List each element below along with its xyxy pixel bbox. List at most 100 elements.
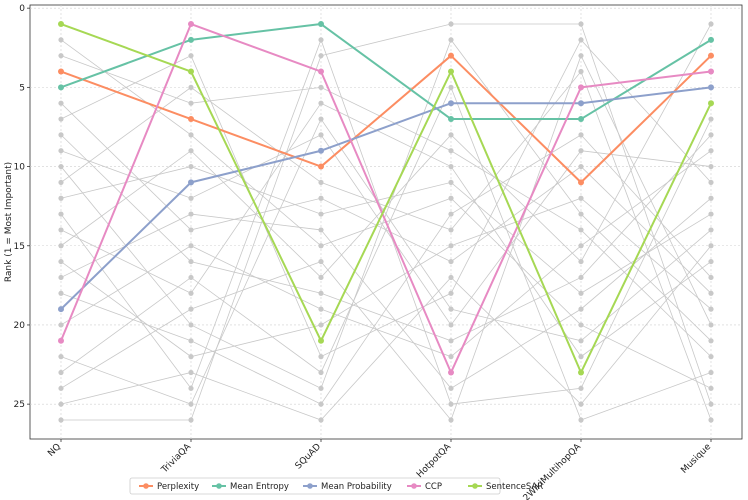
data-point-mean-probability bbox=[318, 147, 324, 154]
background-point bbox=[188, 258, 194, 265]
background-point bbox=[578, 68, 584, 75]
background-line bbox=[60, 197, 712, 358]
x-tick-label: TriviaQA bbox=[159, 441, 194, 476]
background-point bbox=[318, 132, 324, 138]
background-point bbox=[448, 84, 454, 90]
background-point bbox=[188, 274, 194, 281]
series-line-mean-entropy bbox=[60, 23, 712, 121]
background-point bbox=[318, 306, 324, 312]
background-point bbox=[578, 148, 584, 154]
background-point bbox=[708, 369, 714, 376]
background-point bbox=[318, 354, 324, 360]
background-point bbox=[448, 258, 454, 265]
background-point bbox=[188, 401, 194, 407]
background-point bbox=[318, 37, 324, 43]
data-point-ccp bbox=[448, 369, 454, 376]
background-point bbox=[188, 100, 194, 106]
background-point bbox=[188, 417, 194, 423]
background-line bbox=[60, 150, 712, 358]
background-point bbox=[578, 227, 584, 233]
data-point-ccp bbox=[708, 68, 714, 75]
data-point-mean-probability bbox=[188, 179, 194, 186]
background-point bbox=[708, 148, 714, 154]
background-point bbox=[708, 417, 714, 423]
background-point bbox=[448, 322, 454, 328]
background-point bbox=[318, 227, 324, 233]
background-point bbox=[578, 338, 584, 344]
y-tick-label: 0 bbox=[19, 4, 25, 14]
background-point bbox=[448, 385, 454, 391]
legend-label-mean-probability: Mean Probability bbox=[321, 482, 392, 492]
background-point bbox=[188, 211, 194, 217]
background-point bbox=[58, 290, 64, 296]
data-point-mean-probability bbox=[708, 84, 714, 91]
data-point-perplexity bbox=[448, 52, 454, 59]
series-line-perplexity bbox=[60, 54, 712, 184]
background-point bbox=[708, 322, 714, 328]
background-point bbox=[708, 290, 714, 296]
background-point bbox=[58, 401, 64, 407]
background-point bbox=[708, 354, 714, 360]
background-point bbox=[708, 243, 714, 249]
background-point bbox=[578, 274, 584, 281]
y-tick-label: 25 bbox=[14, 400, 25, 410]
x-tick-label: SQuAD bbox=[294, 442, 323, 471]
background-point bbox=[708, 258, 714, 265]
background-point bbox=[58, 417, 64, 423]
background-point bbox=[318, 179, 324, 186]
background-point bbox=[318, 211, 324, 217]
background-point bbox=[448, 132, 454, 138]
background-point bbox=[448, 37, 454, 43]
background-line bbox=[60, 55, 712, 357]
background-point bbox=[58, 195, 64, 201]
background-point bbox=[58, 100, 64, 106]
data-point-ccp bbox=[188, 21, 194, 28]
background-point bbox=[318, 369, 324, 376]
legend-label-mean-entropy: Mean Entropy bbox=[230, 482, 289, 492]
background-point bbox=[318, 274, 324, 281]
background-point bbox=[188, 306, 194, 312]
background-point bbox=[58, 274, 64, 281]
data-point-perplexity bbox=[58, 68, 64, 75]
background-point bbox=[58, 148, 64, 154]
background-point bbox=[318, 417, 324, 423]
background-point bbox=[318, 100, 324, 106]
data-point-mean-entropy bbox=[578, 116, 584, 123]
background-point bbox=[708, 401, 714, 407]
data-point-perplexity bbox=[188, 116, 194, 123]
data-point-mean-probability bbox=[578, 100, 584, 107]
y-tick-label: 10 bbox=[14, 163, 26, 173]
background-point bbox=[578, 322, 584, 328]
background-point bbox=[578, 132, 584, 138]
background-point bbox=[318, 195, 324, 201]
background-point bbox=[448, 195, 454, 201]
data-point-mean-entropy bbox=[318, 21, 324, 28]
data-point-mean-probability bbox=[448, 100, 454, 107]
background-point bbox=[188, 338, 194, 344]
background-point bbox=[318, 385, 324, 391]
series-line-ccp bbox=[60, 23, 712, 374]
background-point bbox=[188, 385, 194, 391]
background-point bbox=[578, 53, 584, 59]
legend-marker-sentencesar bbox=[472, 483, 478, 489]
background-point bbox=[578, 21, 584, 27]
background-point bbox=[58, 258, 64, 265]
background-point bbox=[58, 53, 64, 59]
background-point bbox=[58, 227, 64, 233]
background-point bbox=[578, 401, 584, 407]
series-line-mean-probability bbox=[60, 86, 712, 310]
background-line bbox=[60, 102, 712, 358]
background-line bbox=[60, 118, 712, 405]
background-point bbox=[708, 195, 714, 201]
background-point bbox=[708, 385, 714, 391]
background-point bbox=[188, 227, 194, 233]
background-point bbox=[448, 338, 454, 344]
background-point bbox=[58, 179, 64, 186]
background-point bbox=[188, 148, 194, 154]
background-point bbox=[708, 116, 714, 122]
background-point bbox=[58, 116, 64, 122]
background-point bbox=[708, 227, 714, 233]
background-point bbox=[188, 163, 194, 170]
background-point bbox=[448, 179, 454, 186]
background-point bbox=[708, 306, 714, 312]
